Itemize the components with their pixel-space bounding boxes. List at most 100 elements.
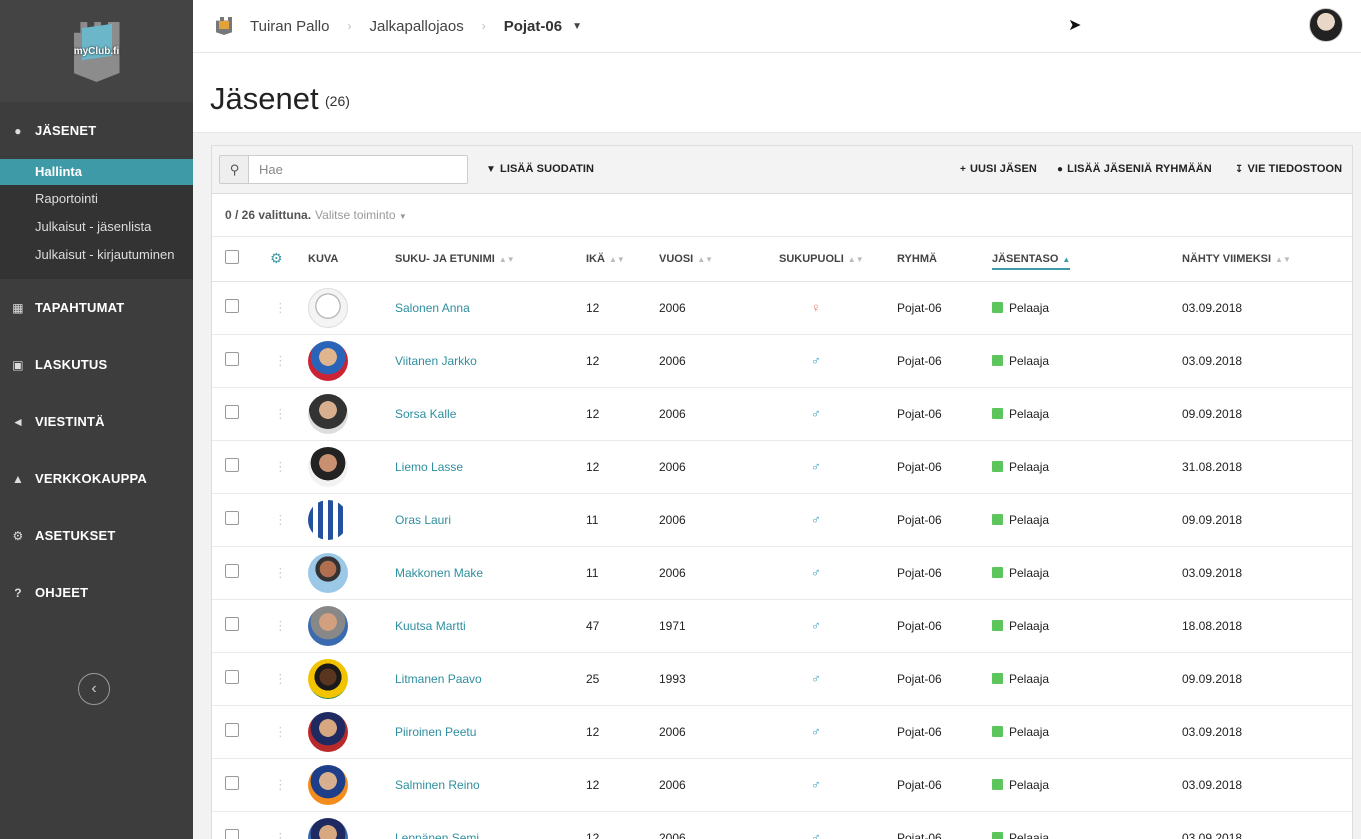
collapse-sidebar-button[interactable]: ‹	[78, 673, 110, 705]
row-checkbox[interactable]	[225, 670, 239, 684]
age-cell: 11	[586, 546, 659, 600]
member-name-link[interactable]: Sorsa Kalle	[395, 406, 457, 421]
row-checkbox[interactable]	[225, 723, 239, 737]
new-member-button[interactable]: + UUSI JÄSEN	[960, 163, 1037, 175]
row-checkbox[interactable]	[225, 776, 239, 790]
gender-cell: ♂	[779, 758, 897, 812]
member-name-link[interactable]: Piiroinen Peetu	[395, 724, 477, 739]
breadcrumb-section[interactable]: Jalkapallojaos	[369, 17, 464, 35]
table-row[interactable]: ⋮ Sorsa Kalle 12 2006 ♂ Pojat-06 Pelaaja 09.09.…	[212, 387, 1352, 441]
col-age[interactable]: IKÄ ▲▼	[586, 237, 659, 282]
export-button[interactable]: ↧ VIE TIEDOSTOON	[1235, 163, 1342, 175]
member-name-link[interactable]: Liemo Lasse	[395, 459, 464, 474]
row-checkbox[interactable]	[225, 829, 239, 839]
table-row[interactable]: ⋮ Leppänen Semi 12 2006 ♂ Pojat-06 Pelaaja 03.0…	[212, 811, 1352, 839]
breadcrumb-group[interactable]: Pojat-06	[503, 17, 563, 35]
row-menu-icon[interactable]: ⋮	[274, 299, 287, 315]
member-avatar[interactable]	[308, 711, 348, 752]
table-row[interactable]: ⋮ Piiroinen Peetu 12 2006 ♂ Pojat-06 Pelaaja 03…	[212, 705, 1352, 759]
member-name-link[interactable]: Leppänen Semi	[395, 830, 480, 839]
member-name-link[interactable]: Kuutsa Martti	[395, 618, 466, 633]
member-avatar[interactable]	[308, 658, 348, 699]
nav-section-events[interactable]: ▦ TAPAHTUMAT	[0, 279, 193, 336]
select-all-checkbox[interactable]	[225, 250, 239, 265]
member-avatar[interactable]	[308, 552, 348, 593]
table-row[interactable]: ⋮ Oras Lauri 11 2006 ♂ Pojat-06 Pelaaja 09.09.2…	[212, 493, 1352, 547]
level-color-icon	[992, 566, 1003, 578]
table-row[interactable]: ⋮ Litmanen Paavo 25 1993 ♂ Pojat-06 Pelaaja 09.…	[212, 652, 1352, 706]
col-seen[interactable]: NÄHTY VIIMEKSI ▲▼	[1182, 237, 1352, 282]
table-row[interactable]: ⋮ Viitanen Jarkko 12 2006 ♂ Pojat-06 Pelaaja 03…	[212, 334, 1352, 388]
last-seen-cell: 03.09.2018	[1182, 705, 1352, 759]
row-menu-cell: ⋮	[252, 281, 308, 335]
nav-section-settings[interactable]: ⚙ ASETUKSET	[0, 507, 193, 564]
row-menu-icon[interactable]: ⋮	[274, 829, 287, 839]
male-icon: ♂	[811, 777, 821, 792]
subnav-item-julkaisut-kirjautuminen[interactable]: Julkaisut - kirjautuminen	[35, 247, 175, 262]
nav-section-billing[interactable]: ▣ LASKUTUS	[0, 336, 193, 393]
row-checkbox[interactable]	[225, 352, 239, 366]
row-menu-icon[interactable]: ⋮	[274, 352, 287, 368]
nav-section-webshop[interactable]: ▲ VERKKOKAUPPA	[0, 450, 193, 507]
table-row[interactable]: ⋮ Salminen Reino 12 2006 ♂ Pojat-06 Pelaaja 03.…	[212, 758, 1352, 812]
row-checkbox[interactable]	[225, 511, 239, 525]
member-avatar[interactable]	[308, 817, 348, 839]
row-checkbox[interactable]	[225, 458, 239, 472]
row-menu-icon[interactable]: ⋮	[274, 670, 287, 686]
row-menu-icon[interactable]: ⋮	[274, 458, 287, 474]
row-checkbox[interactable]	[225, 617, 239, 631]
member-avatar[interactable]	[308, 393, 348, 434]
member-avatar[interactable]	[308, 446, 348, 487]
col-gender[interactable]: SUKUPUOLI ▲▼	[779, 237, 897, 282]
member-name-link[interactable]: Viitanen Jarkko	[395, 353, 477, 368]
col-name[interactable]: SUKU- JA ETUNIMI ▲▼	[395, 237, 586, 282]
age-cell: 12	[586, 758, 659, 812]
subnav-item-raportointi[interactable]: Raportointi	[35, 191, 98, 206]
add-filter-button[interactable]: ▼ LISÄÄ SUODATIN	[486, 163, 594, 175]
level-color-icon	[992, 672, 1003, 684]
member-avatar[interactable]	[308, 340, 348, 381]
row-menu-icon[interactable]: ⋮	[274, 564, 287, 580]
member-avatar[interactable]	[308, 764, 348, 805]
row-menu-cell: ⋮	[252, 811, 308, 839]
nav-section-members[interactable]: ● JÄSENET	[0, 102, 193, 159]
user-avatar[interactable]	[1309, 8, 1343, 42]
nav-section-label: ASETUKSET	[35, 528, 116, 543]
member-name-link[interactable]: Salonen Anna	[395, 300, 470, 315]
search-input[interactable]	[248, 155, 468, 184]
row-menu-icon[interactable]: ⋮	[274, 511, 287, 527]
member-avatar[interactable]	[308, 605, 348, 646]
table-row[interactable]: ⋮ Makkonen Make 11 2006 ♂ Pojat-06 Pelaaja 03.0…	[212, 546, 1352, 600]
row-menu-icon[interactable]: ⋮	[274, 776, 287, 792]
choose-action-dropdown[interactable]: Valitse toiminto ▼	[315, 208, 407, 222]
row-menu-icon[interactable]: ⋮	[274, 617, 287, 633]
table-row[interactable]: ⋮ Liemo Lasse 12 2006 ♂ Pojat-06 Pelaaja 31.08.…	[212, 440, 1352, 494]
member-avatar[interactable]	[308, 287, 348, 328]
table-row[interactable]: ⋮ Salonen Anna 12 2006 ♀ Pojat-06 Pelaaja 03.09…	[212, 281, 1352, 335]
nav-section-messaging[interactable]: ◄ VIESTINTÄ	[0, 393, 193, 450]
row-menu-icon[interactable]: ⋮	[274, 405, 287, 421]
add-to-group-button[interactable]: ● LISÄÄ JÄSENIÄ RYHMÄÄN	[1057, 163, 1212, 175]
table-row[interactable]: ⋮ Kuutsa Martti 47 1971 ♂ Pojat-06 Pelaaja 18.0…	[212, 599, 1352, 653]
search-button[interactable]: ⚲	[219, 155, 249, 184]
col-year[interactable]: VUOSI ▲▼	[659, 237, 779, 282]
subnav-item-julkaisut-jasenlista[interactable]: Julkaisut - jäsenlista	[35, 219, 152, 234]
row-checkbox[interactable]	[225, 405, 239, 419]
column-settings-gear-icon[interactable]: ⚙	[270, 250, 283, 267]
breadcrumb-club[interactable]: Tuiran Pallo	[250, 17, 330, 35]
member-name-link[interactable]: Litmanen Paavo	[395, 671, 482, 686]
member-name-link[interactable]: Salminen Reino	[395, 777, 480, 792]
member-name-link[interactable]: Oras Lauri	[395, 512, 452, 527]
logo-text: myClub.fi	[73, 46, 120, 57]
subnav-item-hallinta[interactable]: Hallinta	[0, 159, 193, 185]
col-group-label: RYHMÄ	[897, 252, 937, 265]
row-checkbox[interactable]	[225, 564, 239, 578]
row-checkbox[interactable]	[225, 299, 239, 313]
caret-down-icon[interactable]: ▼	[572, 20, 582, 32]
row-menu-icon[interactable]: ⋮	[274, 723, 287, 739]
nav-section-help[interactable]: ? OHJEET	[0, 564, 193, 621]
member-name-link[interactable]: Makkonen Make	[395, 565, 484, 580]
col-level[interactable]: JÄSENTASO ▲	[992, 237, 1182, 282]
logo[interactable]: myClub.fi	[0, 0, 193, 102]
member-avatar[interactable]	[308, 499, 348, 540]
